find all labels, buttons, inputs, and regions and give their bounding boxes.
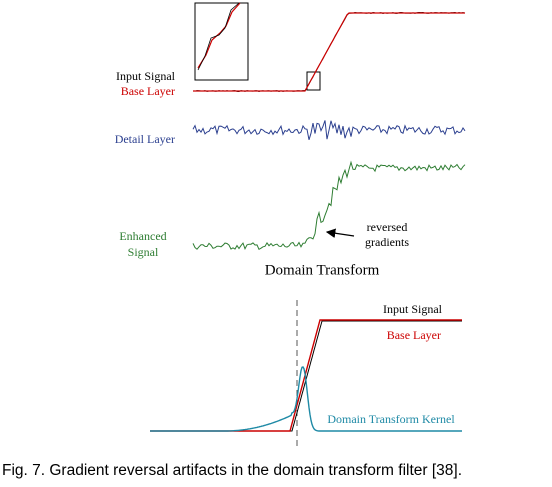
base-label: Base Layer [121, 84, 175, 98]
inset-box [194, 2, 249, 81]
enhanced-label: Enhanced [119, 229, 166, 243]
panel-title: Domain Transform [265, 262, 380, 278]
base-layer [193, 12, 465, 92]
enhanced-signal [192, 160, 466, 250]
input-label: Input Signal [116, 69, 176, 83]
kernel-label: Domain Transform Kernel [327, 412, 455, 426]
enhanced-label: Signal [128, 245, 159, 259]
base-label: Base Layer [387, 328, 441, 342]
zoom-box [306, 71, 321, 91]
inset-input [197, 2, 240, 71]
arrow [325, 228, 355, 238]
detail-layer [192, 120, 466, 140]
annotation: reversed [367, 220, 408, 234]
domain-transform-kernel [150, 366, 462, 432]
caption: Fig. 7. Gradient reversal artifacts in t… [2, 462, 462, 479]
annotation: gradients [365, 235, 409, 249]
detail-label: Detail Layer [115, 132, 175, 146]
input-label: Input Signal [383, 302, 443, 316]
inset-base [197, 2, 241, 69]
